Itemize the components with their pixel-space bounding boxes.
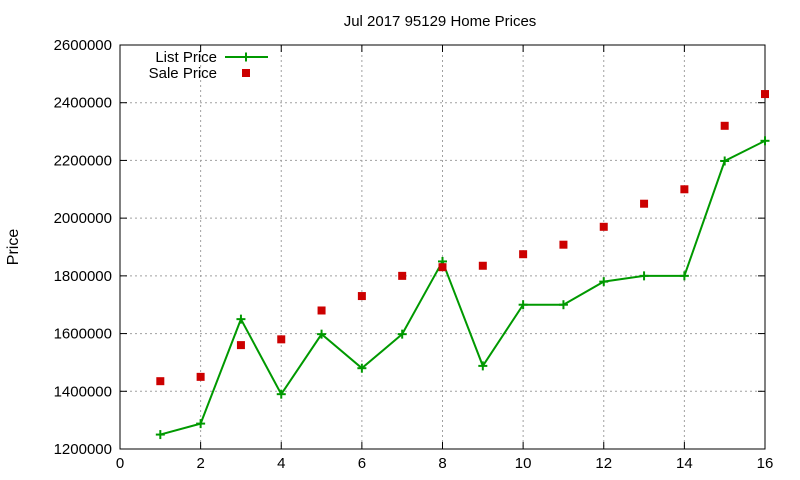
x-tick-label: 8 [438,455,446,472]
sale-price-point [559,240,568,249]
list-price-line [160,139,766,436]
list-price-point [518,300,528,310]
sale-price-point [236,341,245,350]
sale-price-point [317,306,326,315]
y-axis-label: Price [5,229,22,266]
x-tick-label: 2 [196,455,204,472]
series-layer [155,90,770,440]
list-price-point [720,156,730,166]
chart-title: Jul 2017 95129 Home Prices [344,13,537,30]
x-tick-label: 6 [358,455,366,472]
legend-marker-list-price [241,52,251,62]
list-price-point [558,300,568,310]
y-tick-label: 1800000 [54,268,112,285]
legend-label-sale-price: Sale Price [149,65,217,82]
sale-price-point [640,199,649,208]
grid-layer [120,45,765,449]
sale-price-point [599,222,608,231]
list-price-point [478,361,488,371]
sale-price-point [761,90,769,99]
y-tick-label: 2200000 [54,152,112,169]
list-price-point [276,389,286,399]
sale-price-point [196,372,205,381]
sale-price-point [156,377,165,386]
y-tick-label: 1200000 [54,441,112,458]
legend-marker-sale-price [242,69,250,77]
list-price-point [599,277,609,287]
sale-price-point [478,261,487,270]
list-price-point [679,271,689,281]
y-tick-label: 1600000 [54,326,112,343]
list-price-point [357,363,367,373]
list-price-point [760,136,770,146]
x-tick-label: 10 [515,455,532,472]
y-tick-label: 2600000 [54,37,112,54]
x-tick-label: 16 [757,455,774,472]
x-tick-label: 0 [116,455,124,472]
sale-price-point [720,121,729,130]
axis-layer: 0 2 4 6 8 10 12 14 16 1200000 1400000 1600000 180000… [54,37,774,472]
sale-price-point [680,185,689,194]
sale-price-point [519,250,528,259]
sale-price-point [438,263,447,272]
sale-price-point [357,292,366,301]
list-price-point [317,329,327,339]
y-tick-label: 2400000 [54,95,112,112]
list-price-point [196,419,206,429]
list-price-point [639,271,649,281]
list-price-point [236,314,246,324]
sale-price-point [398,271,407,280]
sale-price-point [277,335,286,344]
list-price-point [397,329,407,339]
x-tick-label: 4 [277,455,285,472]
x-tick-label: 14 [676,455,693,472]
y-tick-label: 1400000 [54,383,112,400]
list-price-point [155,430,165,440]
y-tick-label: 2000000 [54,210,112,227]
legend-label-list-price: List Price [155,49,217,66]
x-tick-label: 12 [595,455,612,472]
